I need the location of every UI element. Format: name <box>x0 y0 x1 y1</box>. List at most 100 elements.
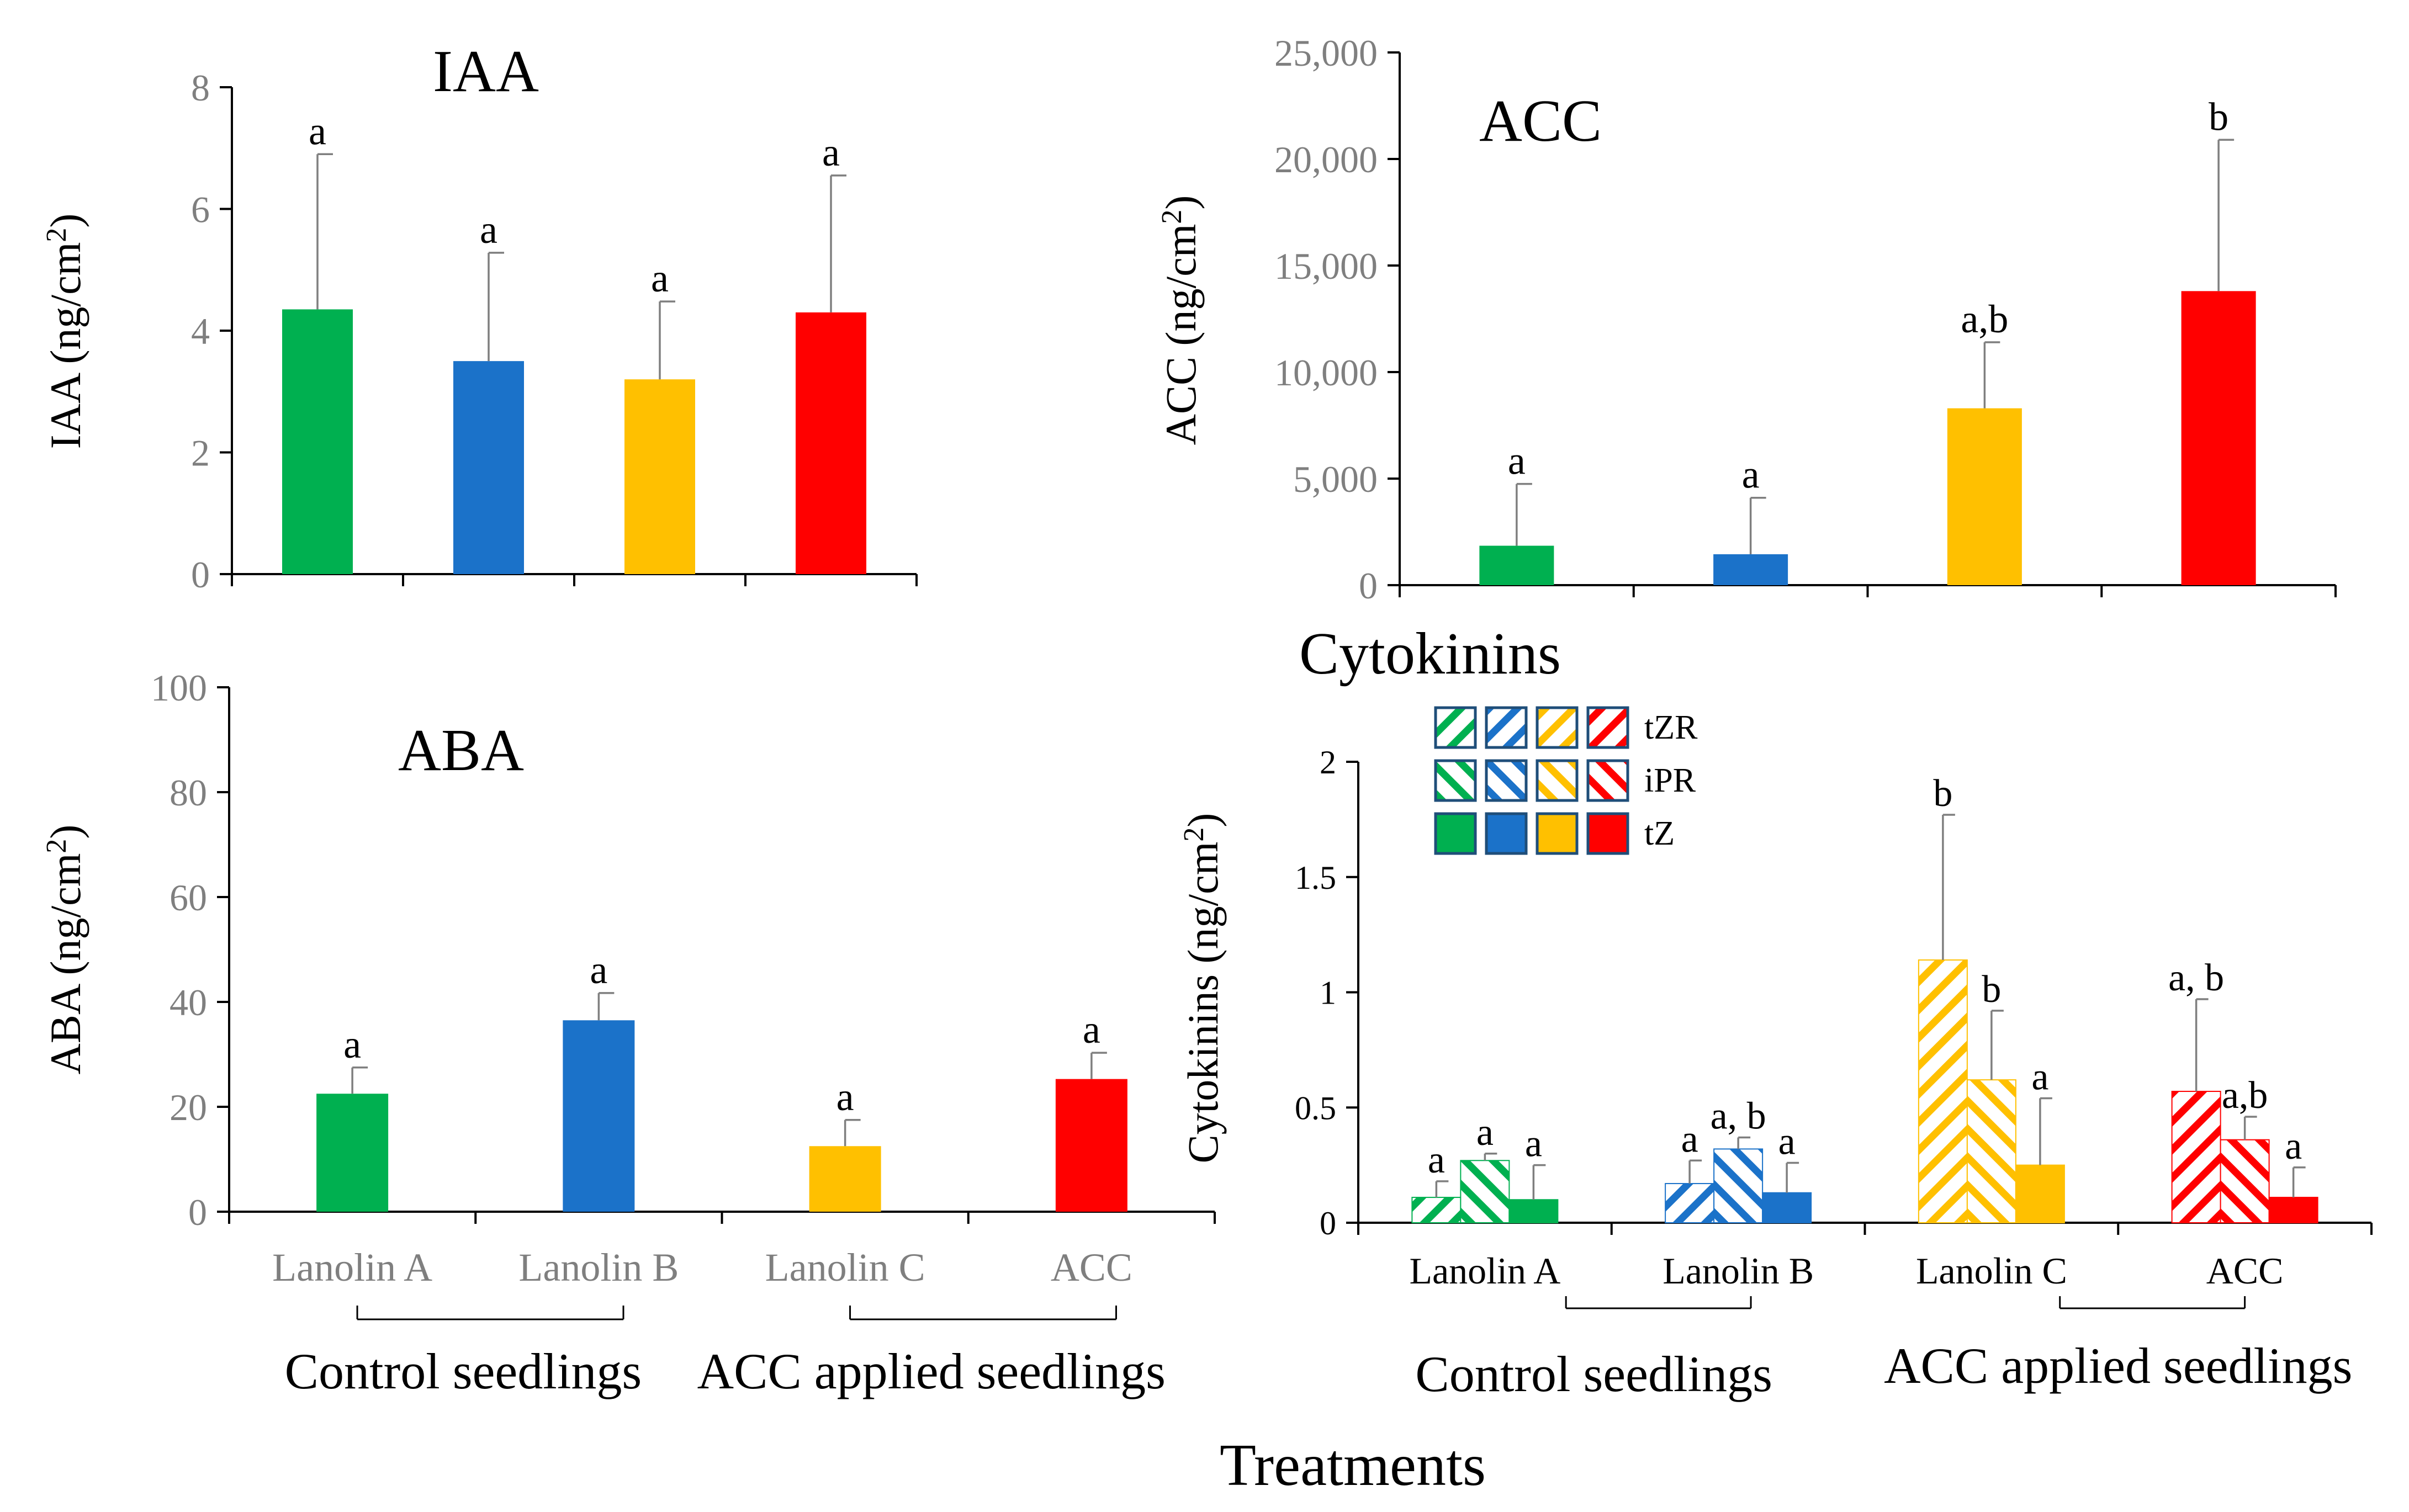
y-tick-label: 2 <box>1320 744 1336 781</box>
legend-swatch <box>1536 706 1579 749</box>
legend-swatch <box>1434 706 1477 749</box>
bar <box>1918 959 1968 1224</box>
legend-swatch <box>1586 706 1629 749</box>
y-tick-label: 8 <box>191 67 210 109</box>
significance-letter: a <box>2285 1125 2302 1168</box>
x-category-label: Lanolin A <box>272 1245 432 1290</box>
group-label: ACC applied seedlings <box>697 1343 1166 1399</box>
bar <box>1411 1197 1462 1223</box>
significance-letter: a <box>343 1022 361 1067</box>
legend-swatch <box>1536 759 1579 802</box>
bar <box>1479 545 1554 585</box>
significance-letter: a <box>1428 1139 1445 1181</box>
y-tick-label: 80 <box>170 772 207 814</box>
y-axis-label: Cytokinins (ng/cm2) <box>1178 813 1227 1164</box>
x-category-label: Lanolin C <box>1916 1250 2067 1292</box>
legend-swatch <box>1485 812 1528 855</box>
y-tick-label: 0 <box>1320 1205 1336 1242</box>
bar <box>316 1094 389 1212</box>
y-tick-label: 1.5 <box>1295 860 1336 896</box>
bar <box>2268 1197 2318 1223</box>
chart-title: Cytokinins <box>1299 621 1561 687</box>
significance-letter: b <box>1933 772 1952 815</box>
group-label: Control seedlings <box>1415 1346 1772 1402</box>
group-label: Control seedlings <box>285 1343 642 1399</box>
significance-letter: a <box>651 256 669 300</box>
significance-letter: a <box>480 208 497 252</box>
legend-swatch <box>1536 812 1579 855</box>
y-tick-label: 0 <box>1359 565 1378 607</box>
significance-letter: a <box>1508 439 1526 483</box>
chart-title: ABA <box>398 718 524 783</box>
x-category-label: Lanolin A <box>1409 1250 1560 1292</box>
significance-letter: a <box>1778 1120 1796 1163</box>
significance-letter: a,b <box>2222 1074 2268 1117</box>
bar <box>1665 1183 1715 1223</box>
group-label: ACC applied seedlings <box>1884 1338 2352 1394</box>
x-axis-title: Treatments <box>1220 1433 1486 1498</box>
y-tick-label: 1 <box>1320 975 1336 1011</box>
y-tick-label: 6 <box>191 188 210 230</box>
bar <box>2015 1164 2065 1223</box>
y-tick-label: 0.5 <box>1295 1090 1336 1126</box>
significance-letter: a <box>1681 1118 1698 1160</box>
y-tick-label: 60 <box>170 877 207 919</box>
y-tick-label: 4 <box>191 310 210 352</box>
bar <box>1966 1079 2016 1224</box>
y-tick-label: 15,000 <box>1274 245 1378 287</box>
significance-letter: a <box>590 948 607 992</box>
legend-swatch <box>1485 759 1528 802</box>
significance-letter: a <box>1525 1123 1542 1165</box>
bar <box>796 312 866 574</box>
legend-swatch <box>1434 812 1477 855</box>
significance-letter: a, b <box>1711 1095 1766 1138</box>
y-tick-label: 25,000 <box>1274 32 1378 74</box>
y-axis-label: IAA (ng/cm2) <box>41 214 89 449</box>
legend-label: tZ <box>1644 815 1675 852</box>
x-category-label: ACC <box>1051 1245 1132 1290</box>
y-tick-label: 100 <box>151 667 207 709</box>
bar <box>453 361 524 574</box>
y-tick-label: 20,000 <box>1274 139 1378 181</box>
y-tick-label: 20 <box>170 1086 207 1128</box>
significance-letter: a <box>1476 1111 1494 1154</box>
significance-letter: a <box>836 1075 854 1119</box>
y-tick-label: 2 <box>191 432 210 474</box>
bar <box>809 1146 881 1212</box>
bar <box>1713 1148 1764 1223</box>
significance-letter: a,b <box>1961 297 2008 341</box>
y-tick-label: 5,000 <box>1293 458 1378 500</box>
significance-letter: a <box>309 109 326 153</box>
y-axis-label: ACC (ng/cm2) <box>1156 195 1205 445</box>
significance-letter: a <box>1742 453 1760 497</box>
bar <box>282 309 353 574</box>
bar <box>2181 291 2256 585</box>
bar <box>1508 1199 1559 1223</box>
chart-title: ACC <box>1479 88 1602 154</box>
significance-letter: a <box>1083 1007 1100 1052</box>
legend-swatch <box>1586 759 1629 802</box>
x-category-label: ACC <box>2206 1250 2284 1292</box>
x-category-label: Lanolin C <box>765 1245 925 1290</box>
y-tick-label: 10,000 <box>1274 352 1378 394</box>
bar <box>2171 1091 2221 1224</box>
bar <box>1762 1192 1812 1224</box>
legend-swatch <box>1586 812 1629 855</box>
significance-letter: a, b <box>2168 957 2224 999</box>
aba-chart: 0 20 40 60 80 100 ABA (ng/cm2) ABA a a a a Lanolin A… <box>41 667 1216 1399</box>
bar <box>563 1020 635 1212</box>
acc-chart: 0 5,000 10,000 15,000 20,000 25,000 ACC (ng/cm… <box>1156 32 2337 607</box>
bar <box>2220 1139 2270 1223</box>
x-category-label: Lanolin B <box>518 1245 679 1290</box>
legend-label: tZR <box>1644 709 1698 746</box>
y-tick-label: 0 <box>191 554 210 596</box>
chart-title: IAA <box>433 39 539 104</box>
significance-letter: b <box>2209 94 2228 139</box>
y-axis-label: ABA (ng/cm2) <box>41 825 89 1075</box>
bar <box>1713 554 1788 585</box>
legend-label: iPR <box>1644 762 1696 799</box>
x-category-label: Lanolin B <box>1663 1250 1814 1292</box>
significance-letter: a <box>2031 1056 2048 1099</box>
